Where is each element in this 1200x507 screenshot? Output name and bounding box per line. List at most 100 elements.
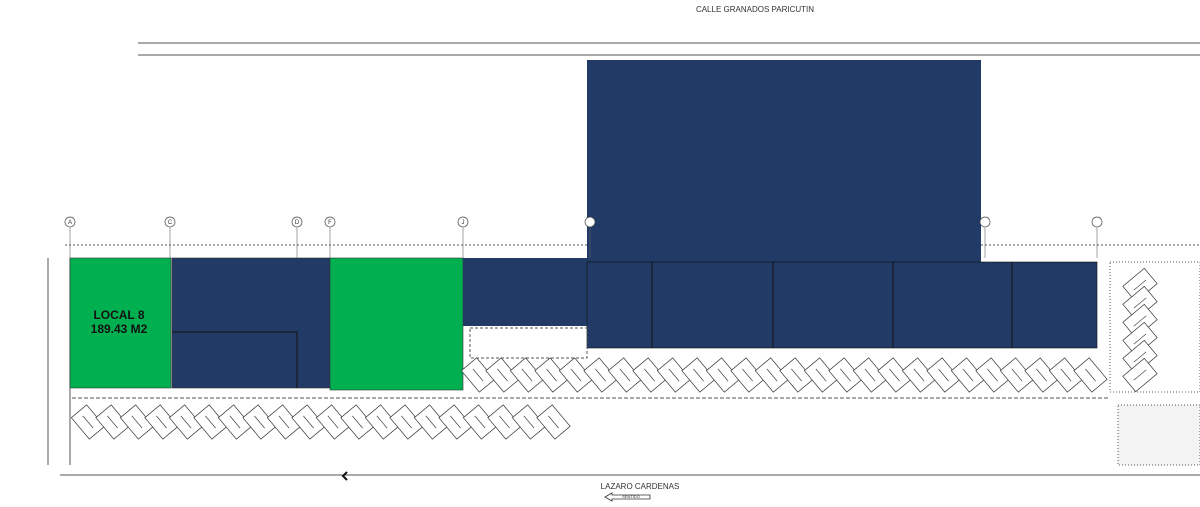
stall-arrow: [791, 368, 802, 382]
direction-arrow: [604, 492, 651, 502]
stall-arrow: [668, 368, 680, 382]
grid-marker: [1091, 216, 1103, 228]
stall-arrow: [107, 415, 118, 429]
stall-arrow: [1036, 368, 1047, 382]
parking-stall: [462, 404, 498, 440]
street-top: CALLE GRANADOS PARICUTIN: [696, 5, 814, 14]
stall-arrow: [913, 368, 925, 382]
stall-arrow: [1060, 368, 1072, 382]
parking-stall: [656, 357, 692, 393]
parking-stall: [852, 357, 888, 393]
dividers: [651, 262, 1013, 348]
stall-arrow: [523, 415, 535, 429]
grid-label: J: [462, 220, 465, 226]
parking-stall: [242, 404, 277, 440]
parking-stall: [950, 357, 986, 393]
grid-marker: [979, 216, 991, 228]
stall-arrow: [815, 368, 827, 382]
stall-arrow: [82, 415, 94, 429]
stall-arrow: [376, 415, 388, 429]
parking-stall: [779, 357, 814, 393]
stall-arrow: [1133, 351, 1147, 363]
stall-arrow: [180, 415, 192, 429]
parking-stall: [70, 404, 106, 440]
parking-stall: [438, 404, 473, 440]
stall-arrow: [1133, 333, 1147, 345]
parking-stall: [315, 404, 351, 440]
parking-stall: [1122, 267, 1158, 303]
stall-arrow: [1085, 368, 1096, 382]
grid-marker: [64, 216, 76, 228]
stall-arrow: [619, 368, 631, 382]
local-block: [171, 257, 331, 389]
local-green: [329, 257, 464, 391]
parking-stall: [144, 404, 179, 440]
parking-stall: [975, 357, 1010, 393]
parking-stall: [291, 404, 326, 440]
stall-arrow: [1133, 297, 1147, 309]
parking-stall: [413, 404, 449, 440]
parking-stall: [901, 357, 937, 393]
stall-arrow: [987, 368, 998, 382]
parking-stall: [583, 357, 618, 393]
stall-arrow: [1133, 315, 1147, 327]
stall-arrow: [450, 415, 461, 429]
parking-stall: [1048, 357, 1084, 393]
stall-arrow: [717, 368, 729, 382]
stall-arrow: [546, 368, 557, 382]
parking-stall: [705, 357, 741, 393]
parking-stall: [754, 357, 790, 393]
grid-label: D: [295, 220, 300, 226]
parking-stall: [632, 357, 667, 393]
street-bottom: LAZARO CARDENAS: [601, 482, 680, 491]
stall-arrow: [499, 415, 510, 429]
stall-arrow: [474, 415, 486, 429]
planter: [1117, 404, 1200, 466]
stall-arrow: [401, 415, 412, 429]
parking-stall: [803, 357, 839, 393]
local-block: [586, 261, 1098, 349]
stall-arrow: [497, 368, 508, 382]
parking-stall: [1073, 357, 1108, 393]
parking-stall: [681, 357, 716, 393]
grid-marker: [584, 216, 596, 228]
parking-stall: [119, 404, 155, 440]
stall-arrow: [742, 368, 753, 382]
stall-arrow: [472, 368, 484, 382]
grid-marker: [457, 216, 469, 228]
stall-arrow: [205, 415, 216, 429]
stall-arrow: [889, 368, 900, 382]
stall-arrow: [644, 368, 655, 382]
direction-label: SENTIDO: [622, 494, 640, 499]
grid-marker: [324, 216, 336, 228]
parking-stall: [485, 357, 520, 393]
sidewalk: [469, 327, 588, 359]
parking-stall: [536, 404, 571, 440]
stall-arrow: [864, 368, 876, 382]
parking-stall: [509, 357, 545, 393]
arrow: [341, 471, 348, 481]
parking-stall: [364, 404, 400, 440]
grid-marker: [164, 216, 176, 228]
stall-arrow: [425, 415, 437, 429]
parking-stall: [217, 404, 253, 440]
parking-stall: [168, 404, 204, 440]
parking-stall: [558, 357, 594, 393]
parking-stall: [534, 357, 569, 393]
stall-arrow: [840, 368, 851, 382]
stall-arrow: [693, 368, 704, 382]
stall-arrow: [278, 415, 290, 429]
parking-stall: [1122, 357, 1158, 393]
stall-arrow: [1011, 368, 1023, 382]
parking-stall: [828, 357, 863, 393]
parking-stall: [1024, 357, 1059, 393]
grid-label: F: [328, 220, 332, 226]
parking-stall: [389, 404, 424, 440]
grid-marker: [291, 216, 303, 228]
local-block: [463, 258, 587, 326]
parking-stall: [193, 404, 228, 440]
parking: [70, 267, 1158, 440]
stall-arrow: [303, 415, 314, 429]
stall-arrow: [570, 368, 582, 382]
